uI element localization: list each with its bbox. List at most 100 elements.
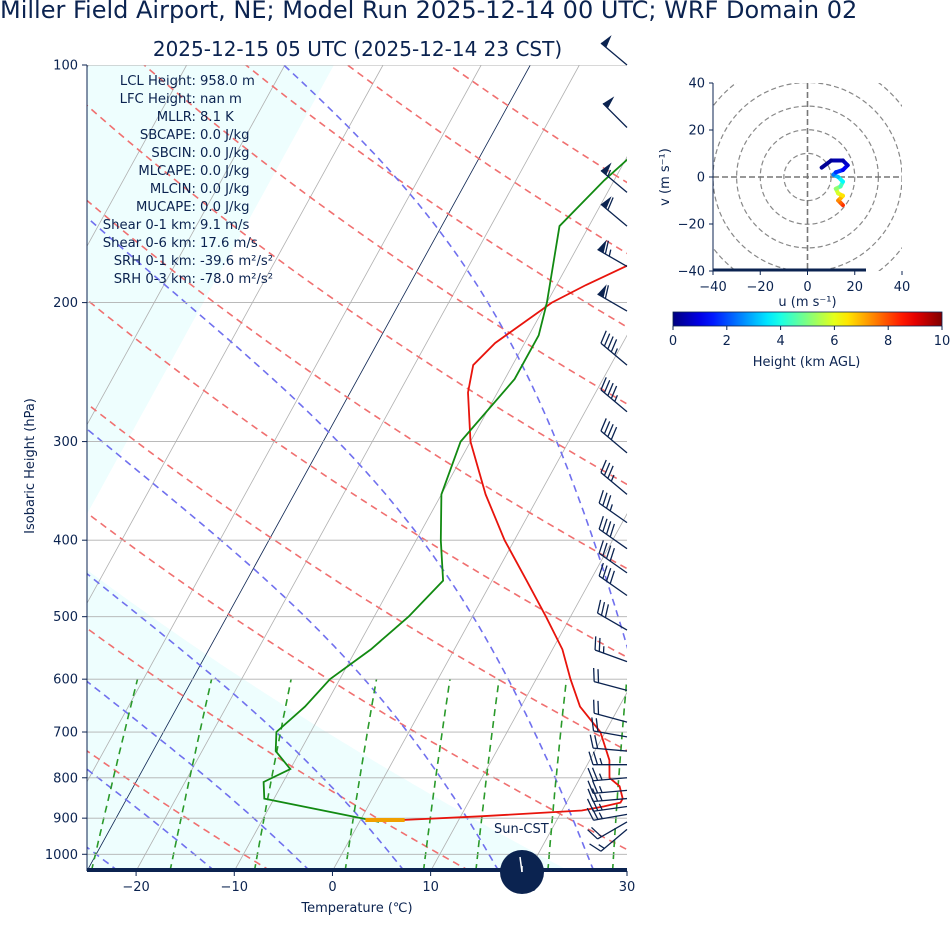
colorbar-tick-label: 2: [723, 334, 731, 349]
wind-barb: [588, 751, 627, 766]
hodograph-x-tick-label: −40: [699, 280, 726, 295]
index-value: 17.6 m/s: [200, 236, 258, 251]
wind-barb: [587, 821, 628, 840]
hodograph-y-tick-label: 0: [697, 171, 705, 186]
colorbar-tick-label: 6: [830, 334, 838, 349]
isotherm: [626, 870, 627, 871]
x-tick-label: 30: [619, 880, 636, 895]
wind-barb: [594, 636, 628, 663]
wind-barb: [589, 828, 628, 852]
index-name: SRH 0-3 km:: [113, 272, 196, 287]
isotherm: [528, 691, 627, 871]
hodograph-x-tick-label: 40: [894, 280, 911, 295]
index-row: MLCAPE: 0.0 J/kg: [88, 163, 273, 181]
mixing-ratio-line: [422, 679, 451, 871]
colorbar-tick-label: 8: [884, 334, 892, 349]
index-row: SRH 0-1 km: -39.6 m²/s²: [88, 253, 273, 271]
isotherm: [332, 334, 627, 871]
index-value: 0.0 J/kg: [200, 128, 250, 143]
index-value: nan m: [200, 92, 242, 107]
mixing-ratio-line: [547, 679, 568, 871]
index-name: LCL Height:: [119, 74, 196, 89]
wind-barb: [597, 239, 628, 268]
index-row: SBCAPE: 0.0 J/kg: [88, 127, 273, 145]
index-name: SBCIN:: [151, 146, 196, 161]
index-name: MLCIN:: [149, 182, 196, 197]
index-name: SBCAPE:: [139, 128, 196, 143]
index-value: 0.0 J/kg: [200, 146, 250, 161]
isotherm: [87, 65, 89, 69]
index-name: SRH 0-1 km:: [113, 254, 196, 269]
colorbar-tick-label: 0: [669, 334, 677, 349]
index-row: LCL Height: 958.0 m: [88, 73, 273, 91]
mixing-ratio-line: [169, 679, 213, 871]
mixing-ratio-line: [475, 679, 500, 871]
y-tick-label: 800: [53, 771, 78, 786]
isotherm-highlight: [87, 65, 531, 871]
mixing-ratio-line: [253, 679, 292, 871]
hodograph-x-tick-label: 20: [846, 280, 863, 295]
wind-barb: [587, 767, 628, 782]
index-row: Shear 0-6 km: 17.6 m/s: [88, 235, 273, 253]
hodograph-x-tick-label: −20: [747, 280, 774, 295]
x-axis-label: Temperature (℃): [300, 901, 412, 916]
sun-label: Sun-CST: [494, 822, 549, 837]
index-value: 0.0 J/kg: [200, 164, 250, 179]
index-row: MUCAPE: 0.0 J/kg: [88, 199, 273, 217]
wind-barb: [600, 35, 628, 66]
isotherm: [87, 65, 188, 248]
y-tick-label: 900: [53, 812, 78, 827]
temperature-profile: [399, 264, 627, 821]
wind-barb: [600, 418, 628, 454]
moist-adiabat: [87, 572, 405, 871]
clock-icon: [500, 850, 544, 894]
wind-barb: [593, 699, 628, 723]
dry-adiabat: [87, 511, 627, 851]
wind-barb: [598, 516, 628, 550]
y-tick-label: 400: [53, 534, 78, 549]
x-tick-label: −20: [122, 880, 149, 895]
wind-barb: [600, 330, 628, 366]
x-tick-label: −10: [221, 880, 248, 895]
wind-barb: [598, 489, 628, 524]
index-value: -78.0 m²/s²: [200, 272, 274, 287]
chart-subtitle: 2025-12-15 05 UTC (2025-12-14 23 CST): [152, 37, 563, 61]
y-tick-label: 600: [53, 673, 78, 688]
wind-barb: [600, 459, 628, 495]
index-name: MLCAPE:: [138, 164, 196, 179]
height-colorbar: 0 2 4 6 8 10 Height (km AGL): [669, 311, 951, 370]
isotherm: [87, 65, 482, 783]
index-value: -39.6 m²/s²: [200, 254, 274, 269]
index-name: Shear 0-1 km:: [102, 218, 196, 233]
hodograph-y-tick-label: 40: [688, 77, 705, 92]
index-name: MUCAPE:: [136, 200, 196, 215]
dry-adiabat: [87, 402, 627, 752]
mixing-ratio-line: [0, 679, 47, 871]
wind-barb: [598, 540, 628, 574]
index-name: Shear 0-6 km:: [102, 236, 196, 251]
y-tick-label: 100: [53, 59, 78, 74]
y-tick-label: 200: [53, 296, 78, 311]
index-row: MLLR: 8.1 K: [88, 109, 273, 127]
wind-barb: [587, 780, 628, 795]
y-tick-label: 500: [53, 610, 78, 625]
wind-barb: [596, 599, 628, 631]
dry-adiabat: [87, 199, 627, 570]
hodograph-x-label: u (m s⁻¹): [778, 295, 836, 310]
wind-barb: [589, 734, 628, 752]
dry-adiabat: [87, 104, 627, 486]
hodograph-y-tick-label: −40: [678, 265, 705, 280]
index-value: 8.1 K: [200, 110, 234, 125]
dewpoint-profile: [262, 158, 627, 823]
wind-barb: [597, 284, 628, 312]
index-row: SRH 0-3 km: -78.0 m²/s²: [88, 271, 273, 289]
colorbar-gradient: [672, 311, 943, 327]
index-row: Shear 0-1 km: 9.1 m/s: [88, 217, 273, 235]
moist-adiabat: [87, 768, 216, 871]
isotherm: [87, 65, 286, 426]
index-value: 9.1 m/s: [200, 218, 250, 233]
colorbar-tick-label: 10: [934, 334, 951, 349]
index-row: MLCIN: 0.0 J/kg: [88, 181, 273, 199]
index-value: 0.0 J/kg: [200, 200, 250, 215]
